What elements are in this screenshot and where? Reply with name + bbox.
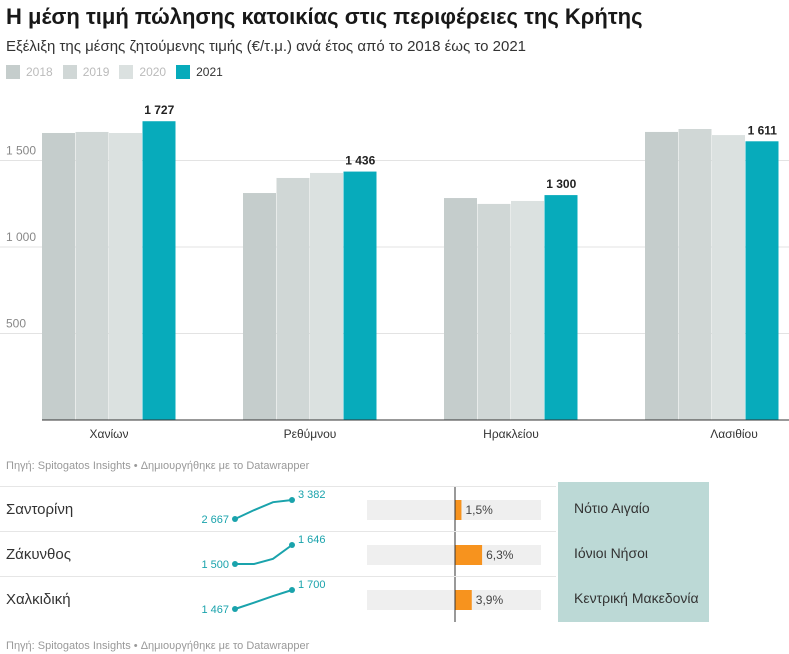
change-label: 6,3%: [486, 548, 514, 562]
city-name: Χαλκιδική: [6, 591, 71, 608]
x-tick-label: Λασιθίου: [710, 427, 758, 441]
change-bar-track: [367, 590, 541, 610]
legend-swatch: [62, 65, 77, 79]
sparkline: [234, 499, 293, 520]
y-tick-label: 1 000: [6, 230, 36, 244]
bar-2019: [276, 177, 310, 420]
legend-item-2019: 2019: [62, 65, 110, 79]
bar-2020: [310, 172, 343, 420]
sparkline: [234, 589, 293, 610]
sparkline-end-dot: [289, 587, 295, 593]
city-name: Ζάκυνθος: [6, 546, 71, 563]
change-bar: [455, 500, 462, 520]
table-row: Σαντορίνη 2 667 3 382 1,5%: [0, 486, 556, 532]
row-graphics: 1 467 1 700 3,9%: [201, 577, 541, 622]
legend-label: 2020: [139, 65, 167, 79]
row-graphics: 1 500 1 646 6,3%: [201, 532, 541, 577]
sparkline-start-dot: [232, 606, 238, 612]
bar-chart: 500 1 000 1 500 1 727 Χανίων 1 436 Ρεθύμνου 1 3…: [0, 103, 789, 441]
sparkline-end-dot: [289, 542, 295, 548]
legend-label: 2021: [196, 65, 223, 79]
sparkline-start-dot: [232, 561, 238, 567]
bar-2018: [243, 193, 276, 420]
region-cell: Ιόνιοι Νήσοι: [558, 531, 709, 576]
region-name: Ιόνιοι Νήσοι: [574, 545, 649, 561]
city-name: Σαντορίνη: [6, 501, 74, 518]
y-tick-label: 500: [6, 317, 26, 331]
x-tick-label: Ηρακλείου: [483, 427, 539, 441]
change-label: 3,9%: [476, 593, 504, 607]
region-name: Κεντρική Μακεδονία: [574, 590, 699, 606]
legend-item-2018: 2018: [6, 65, 53, 79]
bar-2018: [444, 198, 477, 420]
legend-item-2021: 2021: [176, 65, 223, 79]
y-tick-label: 1 500: [6, 144, 36, 158]
bar-2019: [75, 131, 109, 420]
sparkline: [235, 544, 293, 565]
bar-2021: [142, 121, 176, 420]
legend: 2018 2019 2020 2021: [6, 65, 223, 79]
chart-source: Πηγή: Spitogatos Insights • Δημιουργήθηκ…: [6, 460, 310, 472]
table-row: Χαλκιδική 1 467 1 700 3,9%: [0, 576, 556, 622]
change-bar-track: [367, 500, 541, 520]
sparkline-start-label: 2 667: [201, 514, 229, 526]
legend-swatch: [176, 65, 191, 79]
bar-2021: [343, 171, 377, 420]
bar-2020: [511, 200, 544, 420]
sparkline-end-dot: [289, 497, 295, 503]
bar-2018: [645, 131, 678, 420]
data-label: 1 727: [144, 103, 174, 117]
change-bar: [455, 590, 472, 610]
sparkline-start-label: 1 500: [201, 559, 229, 571]
bar-2019: [678, 129, 712, 420]
bar-2021: [745, 141, 779, 420]
chart-subtitle: Εξέλιξη της μέσης ζητούμενης τιμής (€/τ.…: [6, 38, 527, 55]
change-label: 1,5%: [465, 503, 493, 517]
data-label: 1 611: [748, 123, 778, 137]
bar-2019: [477, 203, 511, 420]
x-tick-label: Χανίων: [90, 427, 129, 441]
table-row: Ζάκυνθος 1 500 1 646 6,3%: [0, 531, 556, 577]
legend-swatch: [119, 65, 134, 79]
data-label: 1 436: [345, 154, 375, 168]
change-bar-track: [367, 545, 541, 565]
chart-title: Η μέση τιμή πώλησης κατοικίας στις περιφ…: [6, 4, 643, 29]
legend-item-2020: 2020: [119, 65, 166, 79]
region-cell: Νότιο Αιγαίο: [558, 482, 709, 531]
sparkline-end-label: 1 646: [298, 534, 326, 546]
legend-label: 2018: [26, 65, 53, 79]
change-bar: [455, 545, 483, 565]
bar-2020: [712, 135, 745, 420]
x-tick-label: Ρεθύμνου: [284, 427, 337, 441]
region-cell: Κεντρική Μακεδονία: [558, 576, 709, 622]
row-graphics: 2 667 3 382 1,5%: [201, 487, 541, 532]
region-name: Νότιο Αιγαίο: [574, 500, 650, 516]
legend-swatch: [6, 65, 20, 79]
sparkline-start-dot: [232, 516, 238, 522]
sparkline-end-label: 1 700: [298, 579, 326, 591]
table-source: Πηγή: Spitogatos Insights • Δημιουργήθηκ…: [6, 640, 310, 652]
bar-2021: [544, 195, 578, 420]
sparkline-end-label: 3 382: [298, 489, 326, 501]
bar-2018: [42, 132, 75, 421]
bar-2020: [109, 132, 142, 421]
data-label: 1 300: [546, 177, 576, 191]
legend-label: 2019: [82, 65, 110, 79]
sparkline-start-label: 1 467: [201, 604, 229, 616]
